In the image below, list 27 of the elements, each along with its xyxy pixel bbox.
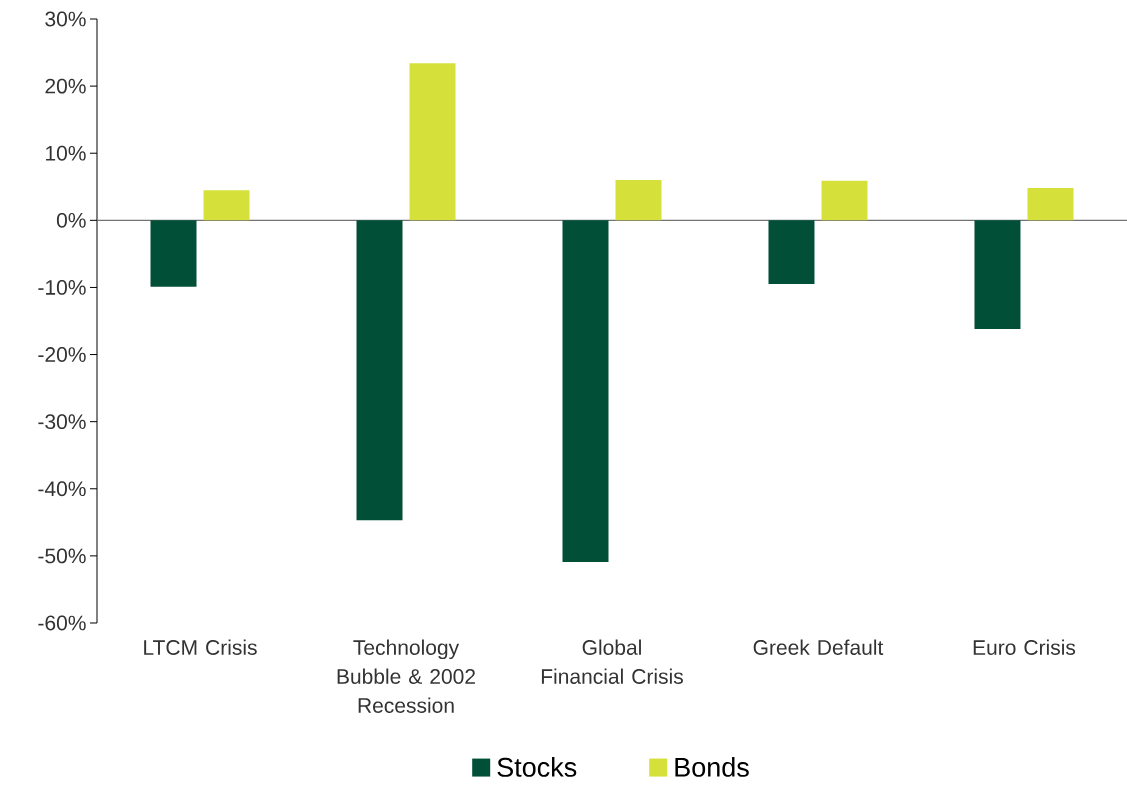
bar <box>409 63 456 221</box>
y-tick-label: -30% <box>38 414 86 430</box>
y-tick-label: -10% <box>38 280 86 295</box>
bar <box>615 180 662 221</box>
y-tick-label: -50% <box>38 548 86 564</box>
x-tick-label: Euro Crisis <box>973 639 1076 655</box>
x-tick-label: Greek Default <box>753 639 884 655</box>
bar <box>1027 188 1074 221</box>
bar <box>821 180 868 221</box>
legend-label: Stocks <box>497 757 577 777</box>
x-tick-label: Global Financial Crisis <box>541 639 683 684</box>
y-tick-label: 20% <box>45 78 86 94</box>
bar <box>974 220 1021 330</box>
x-tick-label: Technology Bubble & 2002 Recession <box>337 639 475 713</box>
y-tick-label: -40% <box>38 481 86 497</box>
bar <box>768 220 815 285</box>
bar <box>203 190 250 221</box>
bar <box>562 220 609 562</box>
y-tick-label: -20% <box>38 347 86 362</box>
y-tick-label: -60% <box>38 615 86 631</box>
y-tick-label: 0% <box>56 212 86 228</box>
x-tick-label: LTCM Crisis <box>144 639 257 655</box>
y-tick-label: 30% <box>45 11 86 27</box>
bar <box>150 220 197 287</box>
legend-label: Bonds <box>675 757 749 777</box>
y-tick-label: 10% <box>46 145 86 161</box>
bar <box>356 220 403 521</box>
